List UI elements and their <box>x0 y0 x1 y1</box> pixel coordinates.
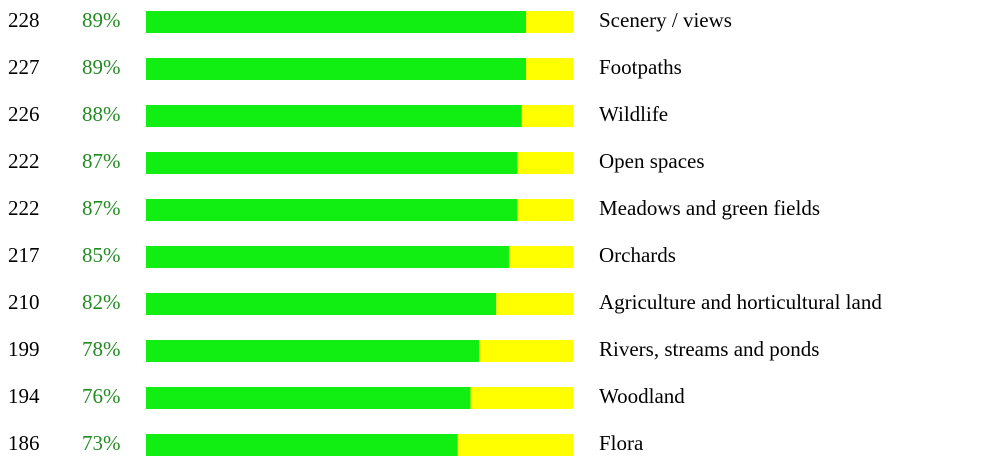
bar <box>146 434 458 456</box>
bar <box>146 246 509 268</box>
percent-label: 76% <box>82 384 121 408</box>
percent-label: 88% <box>82 102 121 126</box>
count: 210 <box>8 290 40 314</box>
count: 227 <box>8 55 40 79</box>
bar-remainder <box>457 434 573 456</box>
category-label: Footpaths <box>599 55 682 79</box>
count: 194 <box>8 384 40 408</box>
category-label: Flora <box>599 431 644 455</box>
percent-label: 87% <box>82 196 121 220</box>
bar <box>146 340 480 362</box>
count: 226 <box>8 102 40 126</box>
count: 186 <box>8 431 40 455</box>
category-label: Orchards <box>599 243 676 267</box>
count: 222 <box>8 196 40 220</box>
bar-remainder <box>508 246 573 268</box>
count: 217 <box>8 243 40 267</box>
percent-label: 82% <box>82 290 121 314</box>
percent-label: 89% <box>82 8 121 32</box>
percent-label: 73% <box>82 431 121 455</box>
bar <box>146 152 518 174</box>
category-label: Woodland <box>599 384 685 408</box>
category-label: Rivers, streams and ponds <box>599 337 819 361</box>
category-label: Meadows and green fields <box>599 196 820 220</box>
bar <box>146 58 527 80</box>
bar <box>146 105 522 127</box>
percent-label: 78% <box>82 337 121 361</box>
category-label: Agriculture and horticultural land <box>599 290 882 314</box>
bar <box>146 11 527 33</box>
bar-remainder <box>521 105 573 127</box>
percent-label: 87% <box>82 149 121 173</box>
bar <box>146 199 518 221</box>
percent-label: 89% <box>82 55 121 79</box>
bar-remainder <box>517 199 573 221</box>
bar-remainder <box>479 340 573 362</box>
count: 199 <box>8 337 40 361</box>
bar <box>146 293 497 315</box>
bar-remainder <box>517 152 573 174</box>
category-label: Scenery / views <box>599 8 732 32</box>
bar <box>146 387 471 409</box>
bar-remainder <box>496 293 573 315</box>
bar-remainder <box>526 11 573 33</box>
category-label: Wildlife <box>599 102 668 126</box>
count: 222 <box>8 149 40 173</box>
bar-remainder <box>526 58 573 80</box>
count: 228 <box>8 8 40 32</box>
percent-label: 85% <box>82 243 121 267</box>
category-label: Open spaces <box>599 149 705 173</box>
bar-remainder <box>470 387 573 409</box>
